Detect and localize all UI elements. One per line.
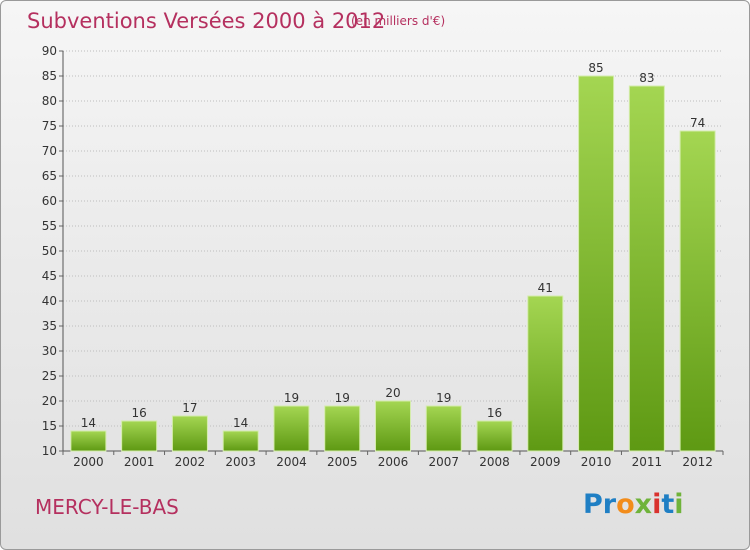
bar [273,405,310,452]
y-tick-label: 40 [42,294,57,308]
y-tick-label: 90 [42,44,57,58]
data-label: 19 [284,391,299,405]
x-tick-label: 2009 [530,455,561,469]
y-tick-label: 20 [42,394,57,408]
axes: 10 15 20 25 30 35 40 45 50 55 60 65 70 75 80 85 90 2000 20… [42,44,724,469]
bar [578,75,615,452]
bar [324,405,361,452]
bar [527,295,564,452]
y-tick-label: 70 [42,144,57,158]
data-label: 19 [436,391,451,405]
grid-lines [63,50,723,427]
y-tick-label: 60 [42,194,57,208]
x-tick-label: 2006 [378,455,409,469]
y-tick-label: 55 [42,219,57,233]
y-tick-label: 75 [42,119,57,133]
logo-part: x [634,489,653,520]
data-label: 74 [690,116,705,130]
y-tick-label: 15 [42,419,57,433]
x-tick-label: 2001 [124,455,155,469]
data-label: 14 [233,416,248,430]
proxiti-logo: Proxiti [583,489,684,520]
data-label: 16 [487,406,502,420]
bar [222,430,259,452]
logo-part: o [616,489,635,520]
bar [171,415,208,452]
x-tick-label: 2003 [225,455,256,469]
x-tick-label: 2010 [581,455,612,469]
y-tick-label: 85 [42,69,57,83]
chart-title: Subventions Versées 2000 à 2012 [27,9,386,33]
y-tick-label: 65 [42,169,57,183]
commune-name: MERCY-LE-BAS [35,495,179,519]
logo-part: t [661,489,675,520]
x-tick-label: 2000 [73,455,104,469]
x-tick-label: 2004 [276,455,307,469]
bar [679,130,716,452]
x-tick-label: 2008 [479,455,510,469]
bar [70,430,107,452]
x-tick-label: 2011 [632,455,663,469]
bar [121,420,158,452]
data-label: 41 [538,281,553,295]
y-tick-label: 25 [42,369,57,383]
logo-part: i [674,489,684,520]
bar [628,85,665,452]
logo-part: i [652,489,662,520]
y-tick-label: 80 [42,94,57,108]
x-tick-label: 2002 [175,455,206,469]
x-tick-label: 2005 [327,455,358,469]
chart-unit: (en milliers d'€) [351,14,446,28]
bar [425,405,462,452]
bars [70,75,716,452]
data-label: 85 [588,61,603,75]
y-tick-label: 30 [42,344,57,358]
y-tick-label: 45 [42,269,57,283]
y-tick-label: 10 [42,444,57,458]
x-tick-label: 2007 [428,455,459,469]
bar [375,400,411,452]
data-label: 20 [385,386,400,400]
bar [476,420,513,452]
data-label: 14 [81,416,96,430]
data-label: 16 [132,406,147,420]
data-labels: 14 16 17 14 19 19 20 19 16 41 85 83 74 [81,61,706,430]
y-tick-label: 35 [42,319,57,333]
y-tick-label: 50 [42,244,57,258]
data-label: 19 [335,391,350,405]
x-tick-label: 2012 [682,455,713,469]
logo-part: Pr [583,489,617,520]
data-label: 83 [639,71,654,85]
data-label: 17 [182,401,197,415]
